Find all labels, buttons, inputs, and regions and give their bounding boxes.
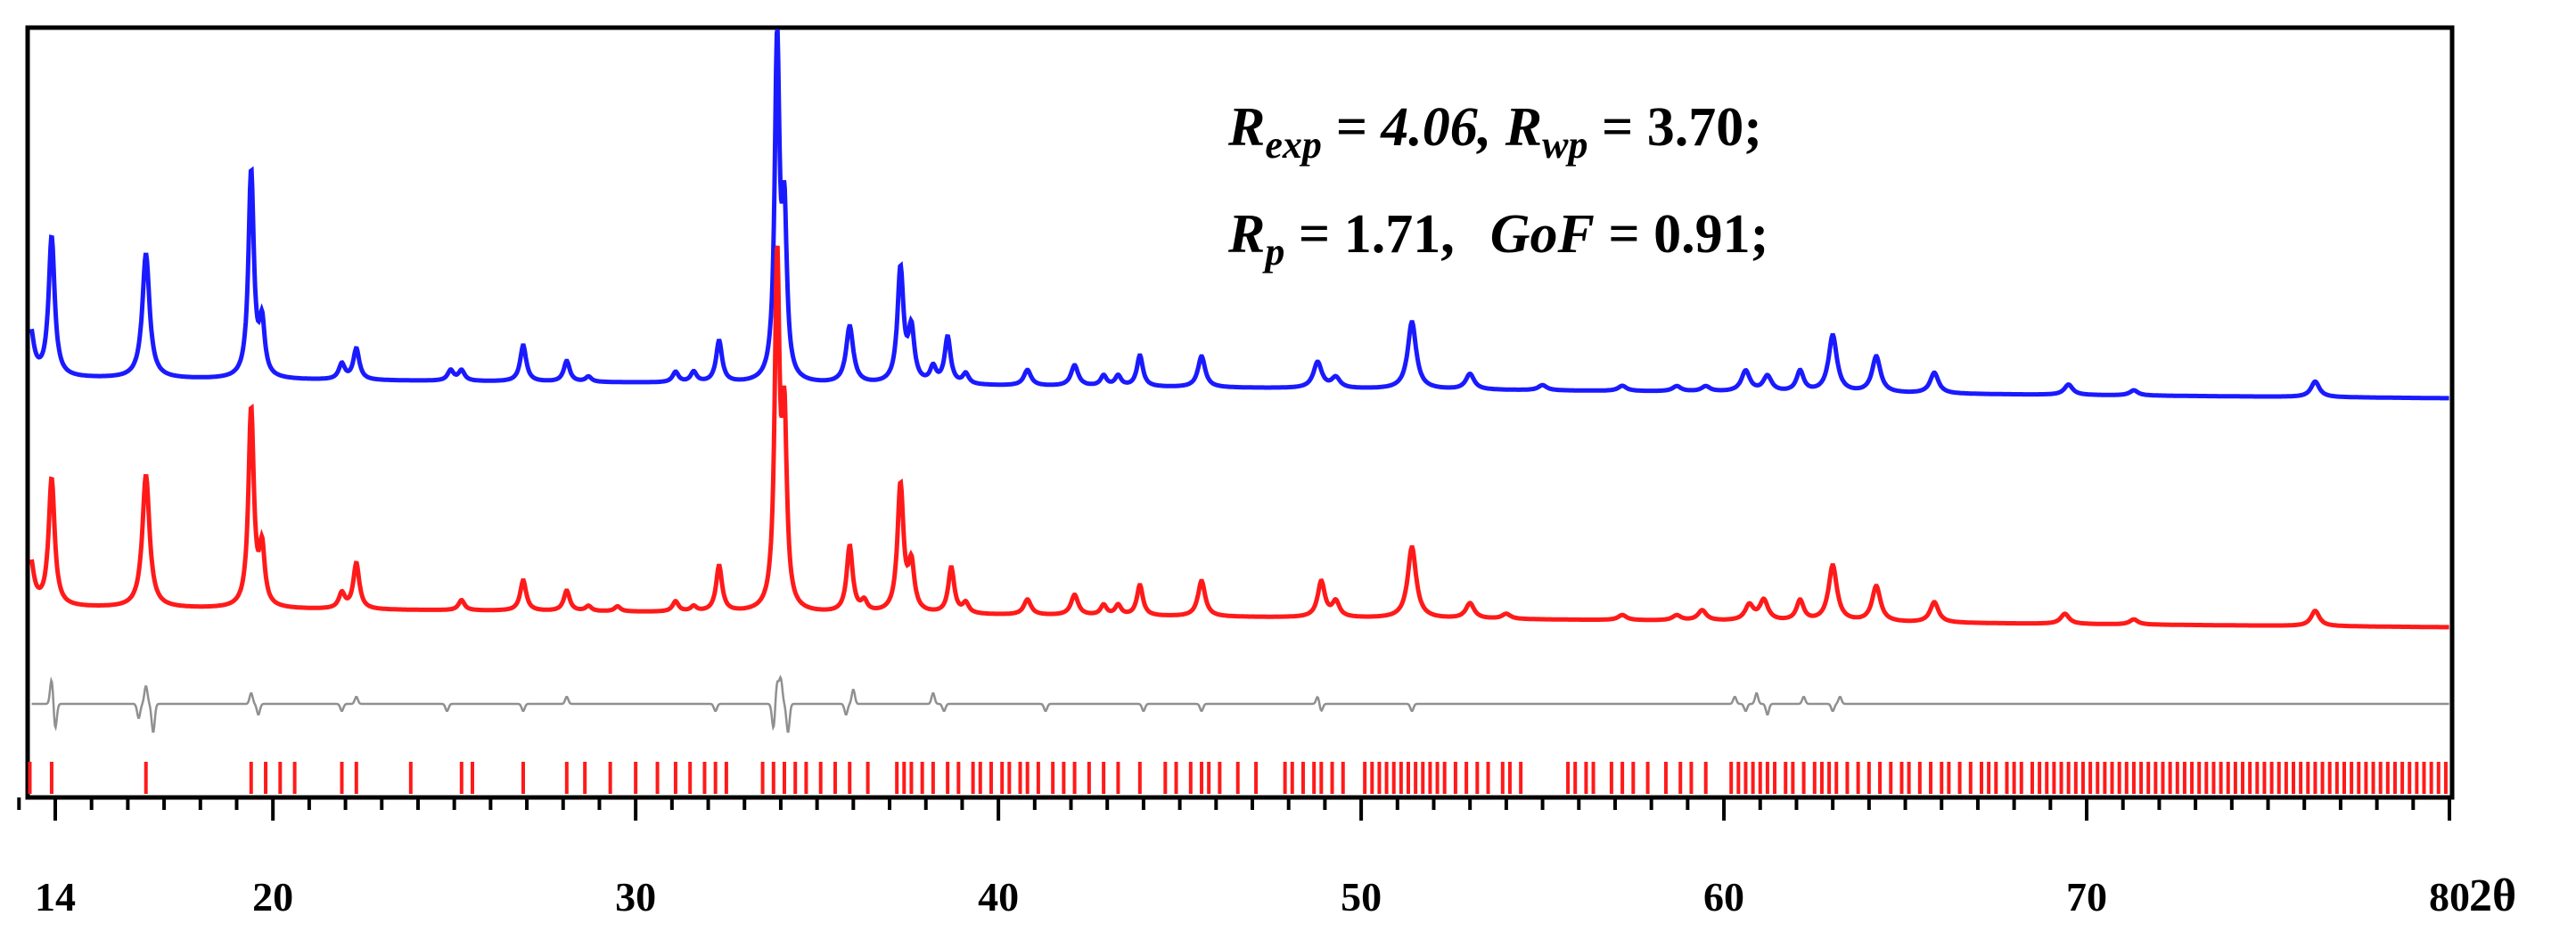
calculated-curve	[29, 245, 2449, 630]
x-tick-label: 14	[35, 874, 76, 920]
x-axis-title: 2θ	[2469, 871, 2516, 921]
x-axis-tick-labels: 14 20 30 40 50 60 70 80	[35, 874, 2470, 920]
reflection-markers	[28, 762, 2448, 794]
r-p-symbol: R	[1227, 204, 1265, 265]
x-tick-label: 20	[252, 874, 293, 920]
x-tick-label: 80	[2429, 874, 2470, 920]
x-tick-label: 50	[1341, 874, 1382, 920]
x-tick-label: 30	[615, 874, 656, 920]
r-exp-value: = 4.06,	[1322, 97, 1505, 158]
r-p-subscript: p	[1261, 230, 1284, 274]
observed-pattern	[29, 29, 2449, 401]
r-wp-subscript: wp	[1542, 123, 1587, 167]
r-wp-value: = 3.70;	[1587, 97, 1761, 158]
difference-line	[31, 674, 2449, 733]
gof-value: = 0.91;	[1595, 204, 1768, 265]
r-exp-symbol: R	[1227, 97, 1265, 158]
r-wp-symbol: R	[1505, 97, 1542, 158]
gof-label: GoF	[1490, 204, 1595, 265]
x-tick-label: 70	[2066, 874, 2107, 920]
r-factor-line-2: Rp = 1.71, GoF = 0.91;	[1227, 204, 1768, 274]
calculated-pattern	[29, 245, 2449, 630]
x-axis-ticks	[17, 797, 2451, 821]
x-tick-label: 60	[1703, 874, 1744, 920]
x-tick-label: 40	[978, 874, 1019, 920]
r-factor-line-1: Rexp = 4.06, Rwp = 3.70;	[1227, 97, 1762, 167]
r-exp-subscript: exp	[1265, 123, 1322, 167]
observed-curve	[29, 29, 2449, 401]
plot-frame	[25, 25, 2455, 800]
difference-curve	[31, 674, 2449, 733]
r-p-value: = 1.71,	[1284, 204, 1454, 265]
